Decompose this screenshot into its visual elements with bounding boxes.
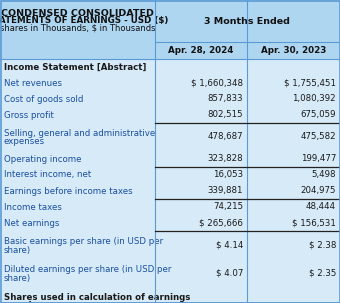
Text: Operating income: Operating income <box>4 155 82 164</box>
Text: Net revenues: Net revenues <box>4 78 62 88</box>
Text: share): share) <box>4 245 31 255</box>
Text: 16,053: 16,053 <box>213 171 243 179</box>
Text: 857,833: 857,833 <box>207 95 243 104</box>
Text: $ 2.38: $ 2.38 <box>309 241 336 249</box>
Text: 1,080,392: 1,080,392 <box>292 95 336 104</box>
Text: 74,215: 74,215 <box>213 202 243 211</box>
Bar <box>0 167 340 183</box>
Text: 802,515: 802,515 <box>207 111 243 119</box>
Text: $ 4.14: $ 4.14 <box>216 241 243 249</box>
Text: 323,828: 323,828 <box>207 155 243 164</box>
Text: $ 4.07: $ 4.07 <box>216 268 243 278</box>
Text: 475,582: 475,582 <box>300 132 336 142</box>
Text: 199,477: 199,477 <box>301 155 336 164</box>
Text: Shares used in calculation of earnings: Shares used in calculation of earnings <box>4 292 190 301</box>
Text: 675,059: 675,059 <box>301 111 336 119</box>
Text: shares in Thousands, $ in Thousands: shares in Thousands, $ in Thousands <box>0 24 155 32</box>
Text: $ 2.35: $ 2.35 <box>309 268 336 278</box>
Bar <box>0 59 340 75</box>
Text: expenses: expenses <box>4 138 45 146</box>
Text: CONDENSED CONSOLIDATED: CONDENSED CONSOLIDATED <box>1 9 154 18</box>
Text: Basic earnings per share (in USD per: Basic earnings per share (in USD per <box>4 237 163 245</box>
Bar <box>0 215 340 231</box>
Text: Net earnings: Net earnings <box>4 218 59 228</box>
Text: $ 265,666: $ 265,666 <box>199 218 243 228</box>
Bar <box>0 91 340 107</box>
Bar <box>0 183 340 199</box>
Bar <box>0 151 340 167</box>
Text: Apr. 28, 2024: Apr. 28, 2024 <box>168 46 234 55</box>
Text: Income Statement [Abstract]: Income Statement [Abstract] <box>4 62 147 72</box>
Bar <box>0 0 340 59</box>
Text: 3 Months Ended: 3 Months Ended <box>204 16 290 25</box>
Text: Interest income, net: Interest income, net <box>4 171 91 179</box>
Text: Selling, general and administrative: Selling, general and administrative <box>4 128 155 138</box>
Bar <box>0 75 340 91</box>
Text: Diluted earnings per share (in USD per: Diluted earnings per share (in USD per <box>4 265 171 274</box>
Bar <box>0 123 340 151</box>
Bar <box>0 287 340 303</box>
Text: 204,975: 204,975 <box>301 187 336 195</box>
Text: per share:: per share: <box>4 301 54 303</box>
Bar <box>0 107 340 123</box>
Text: Earnings before income taxes: Earnings before income taxes <box>4 187 133 195</box>
Bar <box>0 231 340 259</box>
Text: Apr. 30, 2023: Apr. 30, 2023 <box>261 46 326 55</box>
Text: 478,687: 478,687 <box>207 132 243 142</box>
Text: Income taxes: Income taxes <box>4 202 62 211</box>
Text: STATEMENTS OF EARNINGS - USD ($): STATEMENTS OF EARNINGS - USD ($) <box>0 16 168 25</box>
Text: 5,498: 5,498 <box>311 171 336 179</box>
Text: $ 1,660,348: $ 1,660,348 <box>191 78 243 88</box>
Text: Gross profit: Gross profit <box>4 111 54 119</box>
Text: 48,444: 48,444 <box>306 202 336 211</box>
Text: share): share) <box>4 274 31 282</box>
Bar <box>0 199 340 215</box>
Text: $ 156,531: $ 156,531 <box>292 218 336 228</box>
Text: $ 1,755,451: $ 1,755,451 <box>284 78 336 88</box>
Bar <box>0 259 340 287</box>
Text: 339,881: 339,881 <box>208 187 243 195</box>
Text: Cost of goods sold: Cost of goods sold <box>4 95 83 104</box>
